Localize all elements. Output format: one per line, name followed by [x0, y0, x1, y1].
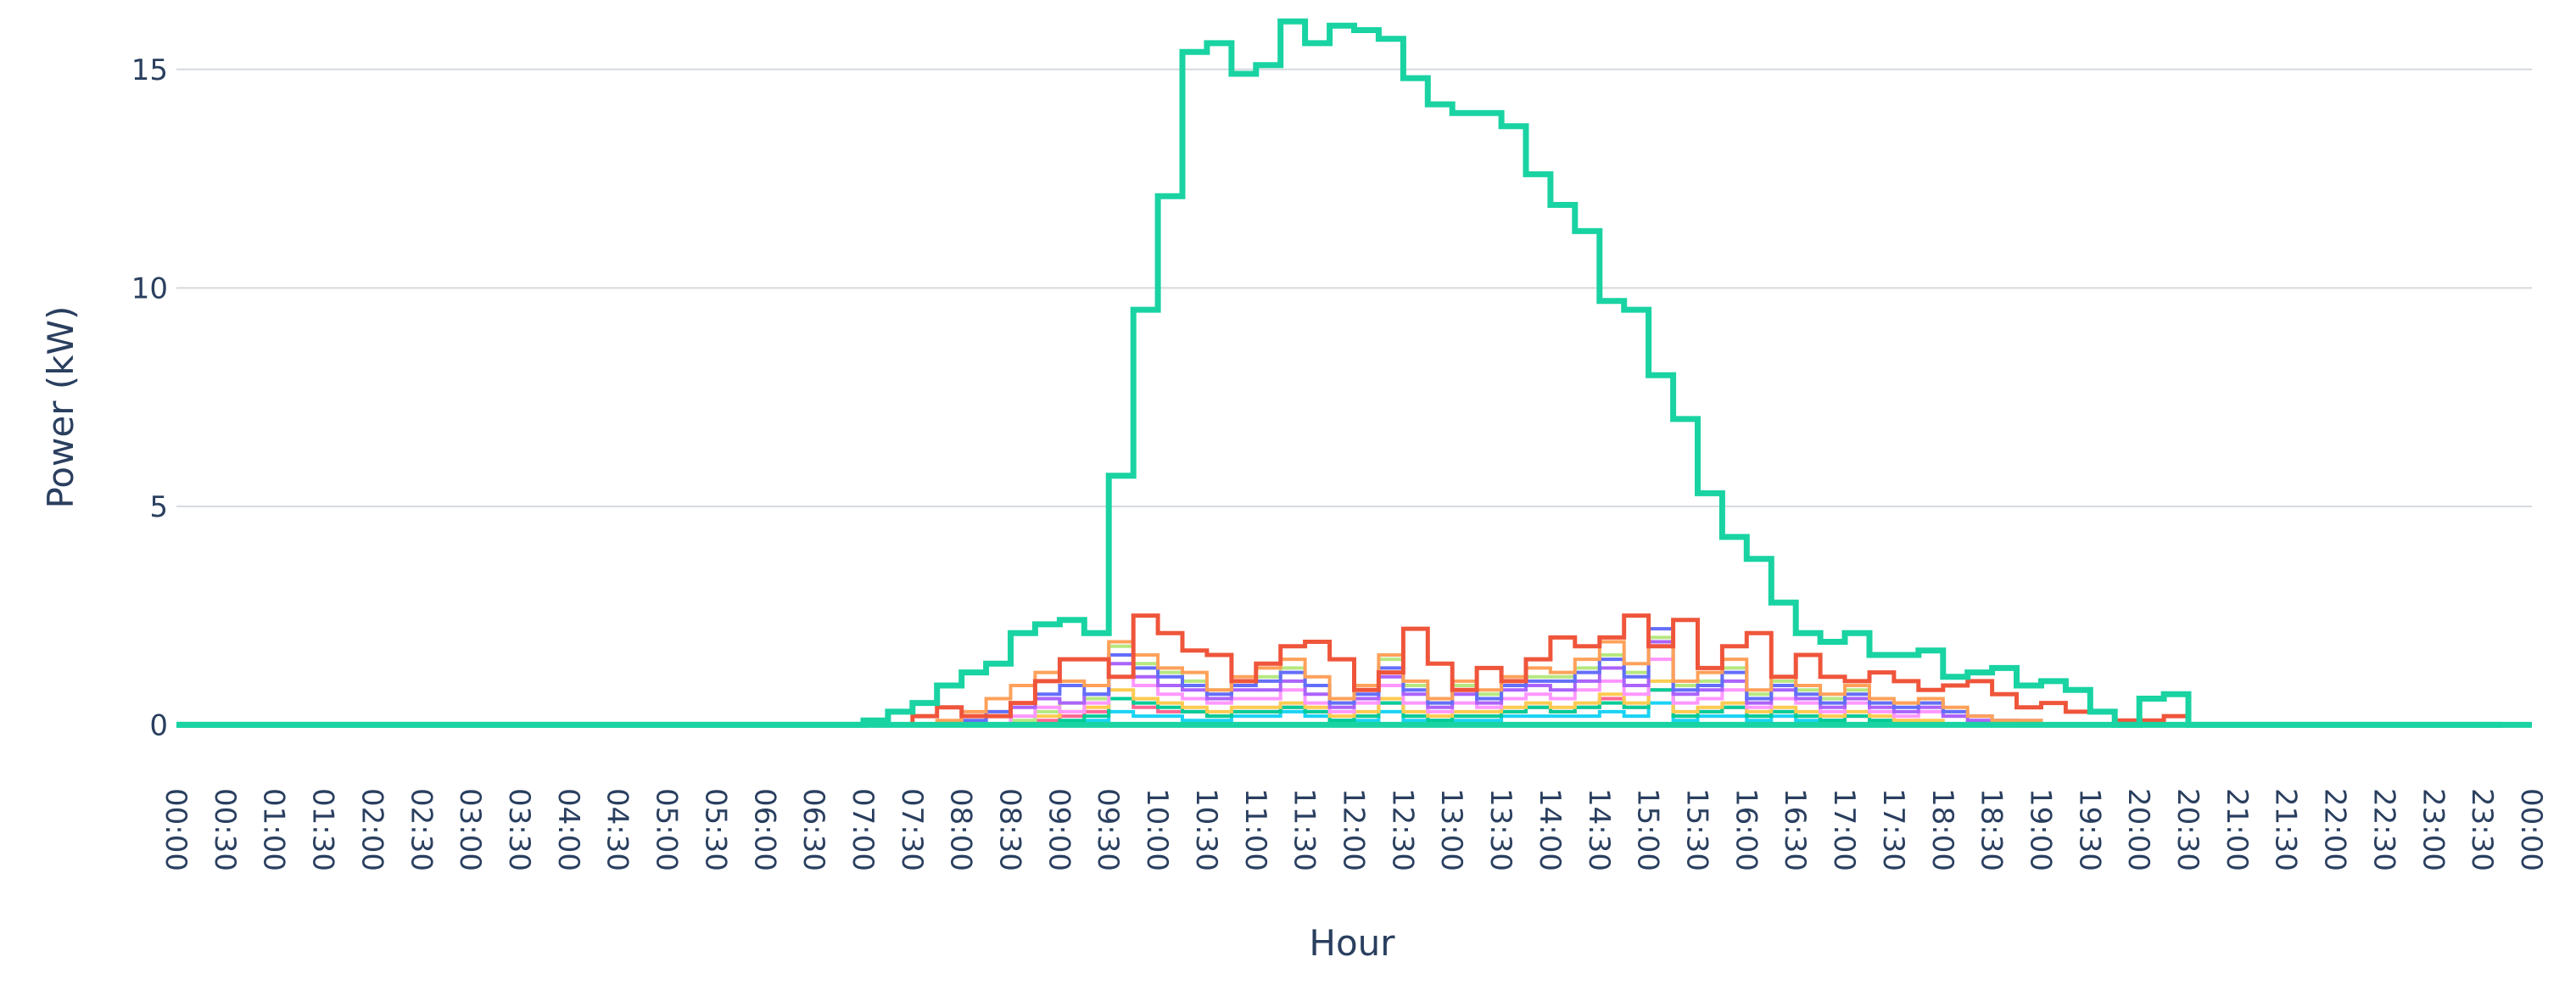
x-tick-label: 02:00: [355, 788, 388, 871]
x-tick-label: 00:00: [2514, 788, 2548, 871]
x-tick-label: 23:30: [2465, 788, 2499, 871]
x-tick-label: 03:30: [502, 788, 536, 871]
x-tick-label: 16:00: [1729, 788, 1763, 871]
x-tick-label: 18:00: [1925, 788, 1959, 871]
x-tick-label: 10:30: [1189, 788, 1223, 871]
x-tick-label: 09:00: [1042, 788, 1076, 871]
x-tick-label: 13:00: [1434, 788, 1468, 871]
series-layer: [176, 18, 2532, 728]
x-tick-label: 21:30: [2269, 788, 2303, 871]
y-tick-label: 10: [131, 271, 168, 305]
x-tick-label: 00:30: [208, 788, 242, 871]
x-tick-label: 21:00: [2220, 788, 2254, 871]
x-tick-label: 11:30: [1288, 788, 1322, 871]
y-tick-label: 0: [149, 708, 168, 742]
x-tick-label: 08:00: [944, 788, 978, 871]
series-line-9: [1035, 688, 1919, 727]
x-tick-label: 20:30: [2171, 788, 2204, 871]
x-tick-label: 13:30: [1484, 788, 1517, 871]
series-line-2: [839, 613, 2213, 727]
x-tick-label: 01:00: [257, 788, 291, 871]
x-tick-label: 14:30: [1582, 788, 1616, 871]
x-tick-label: 22:30: [2366, 788, 2400, 871]
x-tick-label: 22:00: [2318, 788, 2352, 871]
series-line-1: [176, 18, 2532, 728]
x-tick-label: 15:00: [1631, 788, 1665, 871]
x-tick-label: 09:30: [1091, 788, 1125, 871]
x-tick-label: 05:30: [698, 788, 732, 871]
x-tick-label: 12:00: [1337, 788, 1371, 871]
x-tick-label: 16:30: [1778, 788, 1812, 871]
x-tick-label: 23:00: [2416, 788, 2450, 871]
y-tick-label: 15: [131, 53, 168, 87]
x-tick-label: 19:00: [2023, 788, 2057, 871]
x-tick-label: 04:00: [551, 788, 585, 871]
x-tick-label: 07:30: [895, 788, 929, 871]
x-tick-label: 06:00: [747, 788, 781, 871]
x-tick-label: 06:30: [796, 788, 830, 871]
x-tick-label: 02:30: [404, 788, 438, 871]
x-tick-label: 12:30: [1385, 788, 1419, 871]
y-axis-title: Power (kW): [40, 306, 81, 509]
x-tick-label: 08:30: [993, 788, 1027, 871]
x-tick-labels: 00:00 00:30 01:00 01:30 02:00 02:30 03:00 03:30…: [159, 788, 2548, 871]
x-tick-label: 20:00: [2121, 788, 2155, 871]
series-line-8: [1010, 679, 1968, 727]
grid-layer: [176, 68, 2532, 726]
x-tick-label: 14:00: [1533, 788, 1567, 871]
x-tick-label: 05:00: [650, 788, 684, 871]
x-tick-label: 17:30: [1876, 788, 1910, 871]
x-tick-label: 07:00: [846, 788, 880, 871]
x-tick-label: 00:00: [159, 788, 193, 871]
x-tick-label: 01:30: [306, 788, 340, 871]
x-tick-label: 11:00: [1238, 788, 1272, 871]
x-tick-label: 10:00: [1140, 788, 1174, 871]
x-tick-label: 03:00: [453, 788, 487, 871]
x-tick-label: 19:30: [2072, 788, 2106, 871]
x-tick-label: 18:30: [1975, 788, 2009, 871]
x-tick-label: 17:00: [1827, 788, 1861, 871]
x-axis-title: Hour: [1309, 922, 1395, 964]
y-tick-label: 5: [149, 490, 168, 524]
y-tick-labels: 0 5 10 15: [131, 53, 168, 743]
x-tick-label: 04:30: [601, 788, 634, 871]
x-tick-label: 15:30: [1679, 788, 1713, 871]
